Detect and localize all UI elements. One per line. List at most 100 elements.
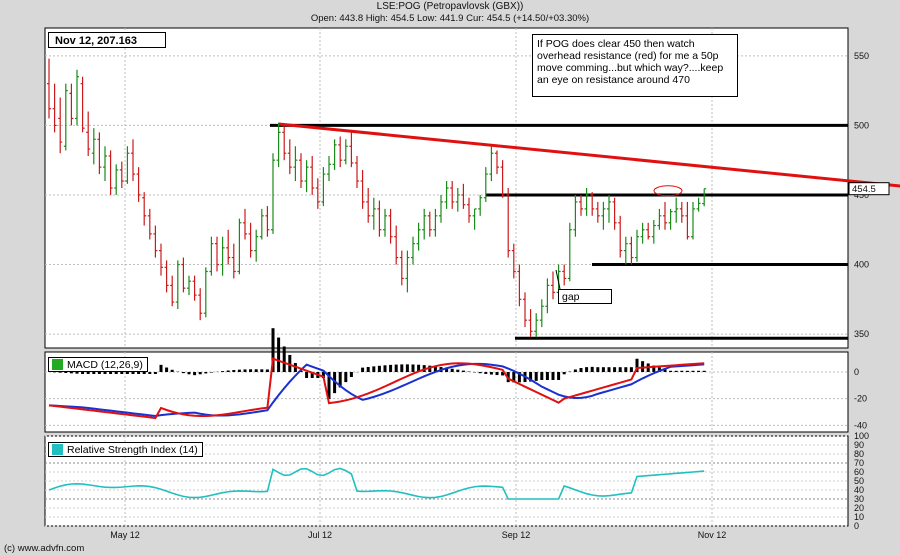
macd-histogram-bar bbox=[478, 372, 482, 374]
macd-histogram-bar bbox=[64, 372, 68, 373]
macd-histogram-bar bbox=[529, 372, 533, 382]
macd-histogram-bar bbox=[92, 372, 96, 374]
macd-histogram-bar bbox=[349, 372, 353, 377]
macd-histogram-bar bbox=[663, 369, 667, 372]
macd-legend-text: MACD (12,26,9) bbox=[67, 359, 143, 371]
date-info-box: Nov 12, 207.163 bbox=[48, 32, 166, 48]
macd-histogram-bar bbox=[680, 370, 684, 372]
rsi-tick-label: 60 bbox=[854, 467, 864, 477]
current-price-tag bbox=[848, 182, 890, 196]
macd-histogram-bar bbox=[372, 366, 376, 372]
rsi-tick-label: 90 bbox=[854, 440, 864, 450]
macd-histogram-bar bbox=[450, 368, 454, 372]
macd-histogram-bar bbox=[629, 367, 633, 372]
macd-histogram-bar bbox=[237, 369, 241, 372]
macd-histogram-bar bbox=[702, 370, 706, 372]
macd-histogram-bar bbox=[271, 328, 275, 372]
macd-histogram-bar bbox=[613, 367, 617, 372]
macd-histogram-bar bbox=[551, 372, 555, 380]
macd-histogram-bar bbox=[288, 354, 292, 372]
macd-histogram-bar bbox=[221, 371, 225, 372]
macd-histogram-bar bbox=[669, 370, 673, 372]
macd-histogram-bar bbox=[596, 367, 600, 372]
macd-histogram-bar bbox=[153, 372, 157, 374]
rsi-tick-label: 10 bbox=[854, 512, 864, 522]
macd-histogram-bar bbox=[193, 372, 197, 376]
macd-histogram-bar bbox=[697, 370, 701, 372]
rsi-swatch-icon bbox=[52, 444, 63, 455]
macd-histogram-bar bbox=[417, 364, 421, 372]
macd-histogram-bar bbox=[517, 372, 521, 383]
macd-signal-line bbox=[48, 362, 705, 418]
macd-histogram-bar bbox=[103, 372, 107, 374]
macd-histogram-bar bbox=[310, 372, 314, 378]
macd-histogram-bar bbox=[260, 369, 264, 372]
macd-histogram-bar bbox=[445, 367, 449, 372]
y-tick-label: 500 bbox=[854, 120, 869, 130]
y-tick-label: 350 bbox=[854, 329, 869, 339]
macd-legend: MACD (12,26,9) bbox=[48, 357, 148, 372]
macd-histogram-bar bbox=[366, 366, 370, 372]
macd-histogram-bar bbox=[86, 372, 90, 374]
macd-histogram-bar bbox=[131, 372, 135, 374]
macd-histogram-bar bbox=[585, 367, 589, 372]
footer-copyright: (c) www.advfn.com bbox=[4, 543, 85, 554]
macd-histogram-bar bbox=[243, 369, 247, 372]
macd-swatch-icon bbox=[52, 359, 63, 370]
rsi-tick-label: 40 bbox=[854, 485, 864, 495]
macd-histogram-bar bbox=[501, 372, 505, 376]
y-tick-label: 550 bbox=[854, 51, 869, 61]
macd-histogram-bar bbox=[142, 372, 146, 374]
macd-histogram-bar bbox=[489, 372, 493, 375]
macd-histogram-bar bbox=[97, 372, 101, 374]
macd-histogram-bar bbox=[75, 372, 79, 374]
macd-histogram-bar bbox=[601, 367, 605, 372]
ohlc-summary: Open: 443.8 High: 454.5 Low: 441.9 Cur: … bbox=[310, 13, 590, 24]
rsi-tick-label: 0 bbox=[854, 521, 859, 531]
macd-histogram-bar bbox=[456, 369, 460, 372]
rsi-tick-label: 30 bbox=[854, 494, 864, 504]
macd-histogram-bar bbox=[254, 369, 258, 372]
macd-histogram-bar bbox=[361, 367, 365, 372]
x-tick-label: May 12 bbox=[110, 530, 140, 540]
macd-histogram-bar bbox=[249, 369, 253, 372]
rsi-legend: Relative Strength Index (14) bbox=[48, 442, 203, 457]
macd-histogram-bar bbox=[557, 372, 561, 380]
macd-histogram-bar bbox=[674, 370, 678, 372]
macd-histogram-bar bbox=[562, 372, 566, 375]
macd-histogram-bar bbox=[433, 366, 437, 372]
resistance-line bbox=[278, 122, 900, 188]
annotation-note: If POG does clear 450 then watch overhea… bbox=[532, 34, 738, 97]
macd-histogram-bar bbox=[573, 369, 577, 372]
macd-histogram-bar bbox=[170, 369, 174, 372]
rsi-tick-label: 70 bbox=[854, 458, 864, 468]
rsi-line bbox=[48, 467, 705, 500]
macd-histogram-bar bbox=[579, 368, 583, 372]
macd-histogram-bar bbox=[389, 364, 393, 372]
macd-histogram-bar bbox=[691, 370, 695, 372]
x-tick-label: Nov 12 bbox=[698, 530, 727, 540]
macd-histogram-bar bbox=[495, 372, 499, 376]
rsi-tick-label: 100 bbox=[854, 431, 869, 441]
macd-line bbox=[48, 357, 705, 420]
macd-tick-label: -40 bbox=[854, 420, 867, 430]
macd-histogram-bar bbox=[321, 372, 325, 378]
macd-histogram-bar bbox=[305, 372, 309, 378]
macd-histogram-bar bbox=[109, 372, 113, 374]
rsi-tick-label: 50 bbox=[854, 476, 864, 486]
macd-histogram-bar bbox=[69, 372, 73, 374]
macd-histogram-bar bbox=[400, 364, 404, 372]
macd-histogram-bar bbox=[265, 369, 269, 372]
macd-histogram-bar bbox=[394, 364, 398, 372]
macd-histogram-bar bbox=[383, 365, 387, 372]
macd-histogram-bar bbox=[58, 372, 62, 373]
highlight-ellipse bbox=[653, 185, 683, 197]
macd-tick-label: 0 bbox=[854, 367, 859, 377]
macd-histogram-bar bbox=[232, 370, 236, 372]
x-tick-label: Sep 12 bbox=[502, 530, 531, 540]
rsi-tick-label: 80 bbox=[854, 449, 864, 459]
macd-histogram-bar bbox=[209, 372, 213, 373]
macd-histogram-bar bbox=[159, 364, 163, 372]
macd-histogram-bar bbox=[512, 372, 516, 383]
macd-histogram-bar bbox=[545, 372, 549, 380]
